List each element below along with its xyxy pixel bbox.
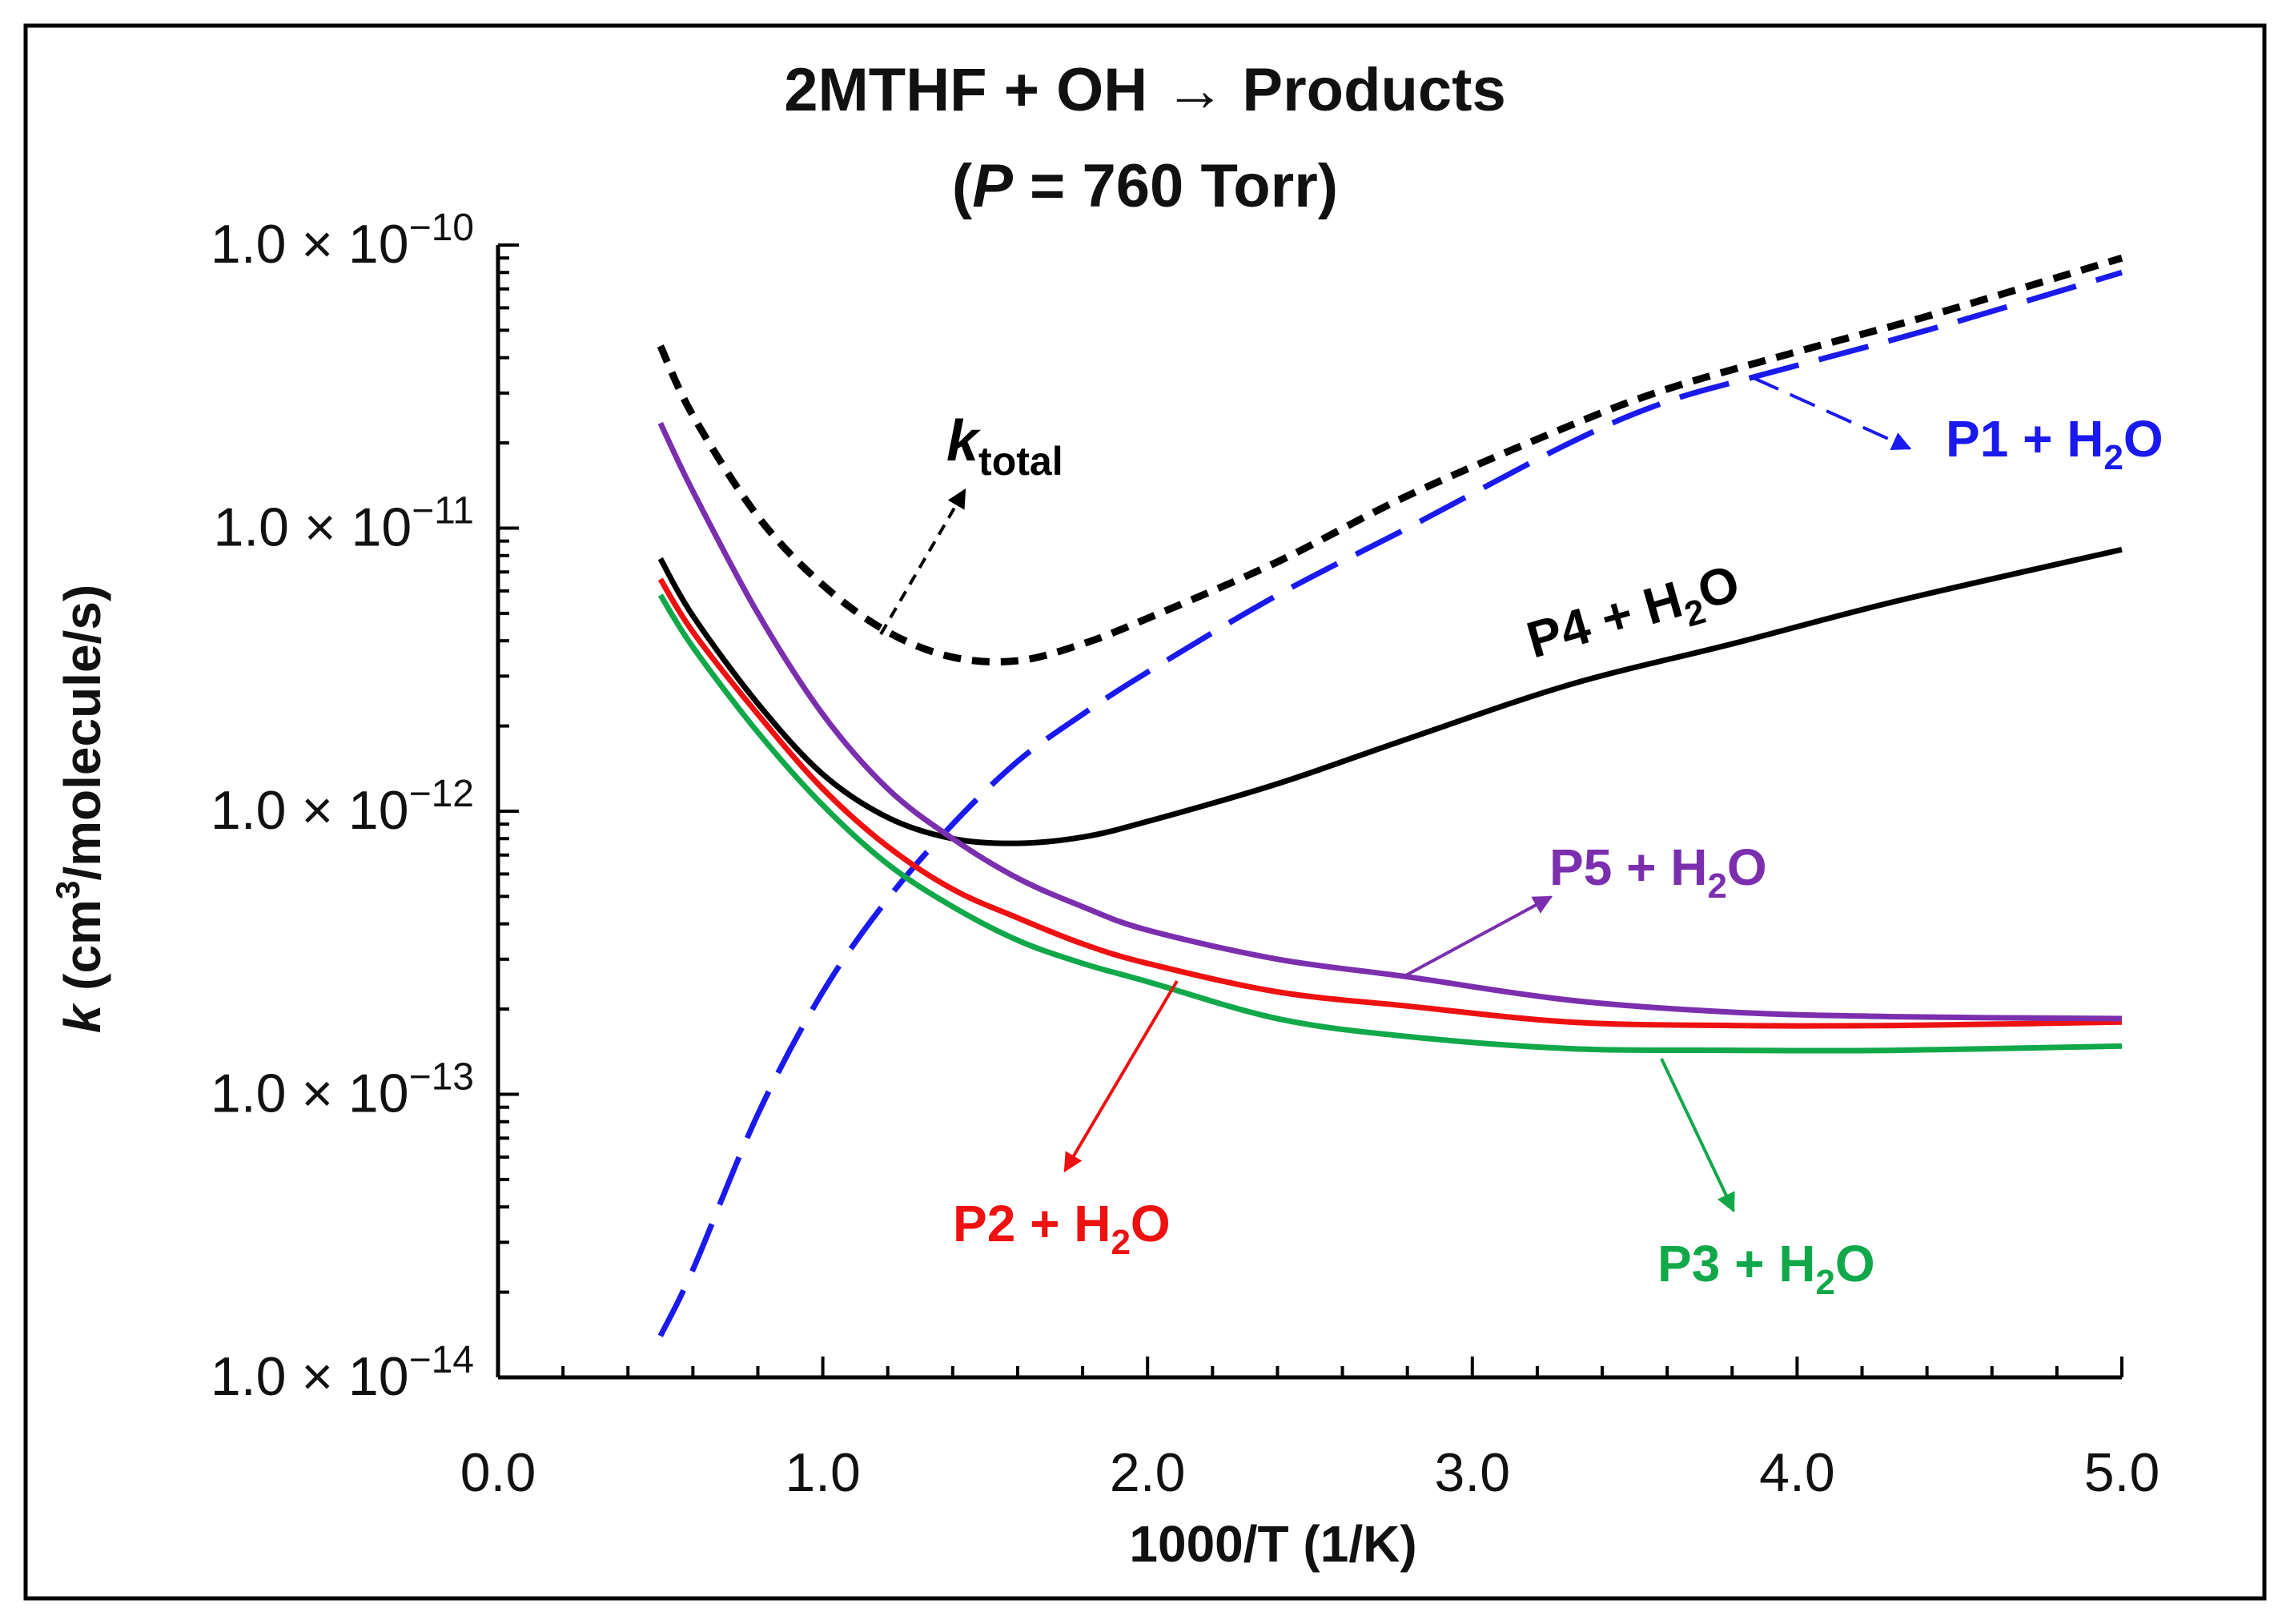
series-p4 xyxy=(657,546,2123,846)
figure-border xyxy=(23,23,2267,1601)
y-axis-label: k (cm3/molecule/s) xyxy=(49,585,111,1033)
x-axis-ticks: 0.0 1.0 2.0 3.0 4.0 5.0 xyxy=(460,1357,2160,1503)
y-tick-label: 1.0 × 10−11 xyxy=(213,490,474,558)
series-k-total xyxy=(657,254,2123,666)
series-label-p5: P5 + H2O xyxy=(1549,838,1767,906)
series-p3 xyxy=(657,593,2123,1054)
arrow-k-total xyxy=(879,488,966,636)
y-axis-ticks: 1.0 × 10−10 1.0 × 10−11 1.0 × 10−12 1.0 × 1… xyxy=(211,207,519,1407)
series-p1 xyxy=(657,269,2123,1337)
x-axis: 0.0 1.0 2.0 3.0 4.0 5.0 xyxy=(460,1357,2160,1503)
arrow-p2 xyxy=(1063,979,1179,1173)
x-tick-label: 3.0 xyxy=(1435,1442,1511,1503)
y-tick-label: 1.0 × 10−10 xyxy=(211,207,474,275)
series-label-p3: P3 + H2O xyxy=(1657,1235,1875,1302)
x-tick-label: 5.0 xyxy=(2084,1442,2160,1503)
arrow-p5 xyxy=(1402,895,1553,979)
series-p5 xyxy=(657,421,2123,1022)
series-lines xyxy=(657,254,2123,1337)
series-label-k-total: ktotal xyxy=(946,409,1063,484)
series-label-p2: P2 + H2O xyxy=(953,1195,1171,1262)
chart-title-line2: (P = 760 Torr) xyxy=(952,152,1338,220)
x-axis-label: 1000/T (1/K) xyxy=(1129,1515,1416,1573)
annotation-arrows xyxy=(879,376,1912,1213)
arrow-p1 xyxy=(1753,376,1912,451)
x-tick-label: 2.0 xyxy=(1110,1442,1186,1503)
arrow-p3 xyxy=(1660,1058,1735,1213)
y-tick-label: 1.0 × 10−12 xyxy=(211,773,474,841)
x-tick-label: 4.0 xyxy=(1759,1442,1835,1503)
x-tick-label: 1.0 xyxy=(785,1442,861,1503)
y-tick-label: 1.0 × 10−14 xyxy=(211,1339,474,1407)
series-p2 xyxy=(657,577,2123,1029)
x-tick-label: 0.0 xyxy=(460,1442,536,1503)
y-axis: 1.0 × 10−10 1.0 × 10−11 1.0 × 10−12 1.0 × 1… xyxy=(211,207,519,1407)
chart-title-line1: 2MTHF + OH → Products xyxy=(784,56,1506,124)
y-tick-label: 1.0 × 10−13 xyxy=(211,1056,474,1124)
series-label-p1: P1 + H2O xyxy=(1946,410,2163,477)
